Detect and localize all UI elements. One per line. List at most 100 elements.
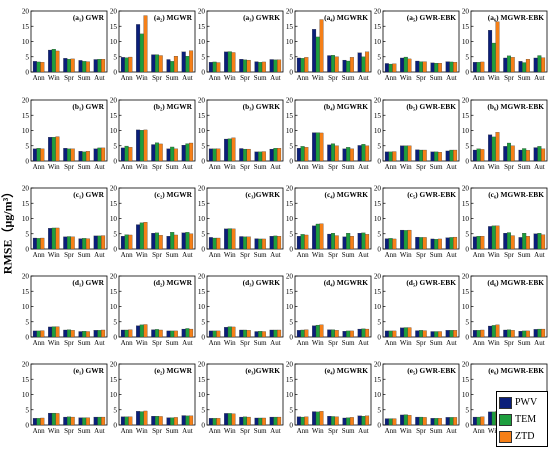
bar-ztd-sum	[85, 238, 90, 250]
y-tick-label: 15	[198, 23, 206, 31]
bar-tem-ann	[476, 62, 481, 73]
x-tick-label: Win	[224, 251, 236, 259]
bar-tem-spr	[331, 143, 335, 162]
y-tick-label: 15	[374, 200, 382, 208]
bar-tem-ann	[36, 61, 41, 73]
bar-pwv-win	[312, 29, 317, 73]
panel-title: (b₄) MGWRK	[324, 102, 369, 111]
bar-tem-win	[315, 324, 320, 338]
bar-ztd-ann	[40, 148, 45, 162]
bar-pwv-sum	[166, 59, 171, 73]
x-tick-label: Win	[400, 163, 412, 171]
panel-e3: 0 5 10 15 20 Ann Win Spr Sum Aut (e₃)GWRK	[198, 361, 284, 435]
bar-tem-ann	[36, 238, 41, 250]
bar-ztd-win	[495, 324, 500, 338]
bar-ztd-spr	[422, 417, 427, 426]
bar-ztd-ann	[480, 329, 485, 338]
bar-ztd-win	[231, 228, 236, 250]
y-tick-label: 20	[22, 8, 30, 16]
x-tick-label: Win	[136, 339, 148, 347]
bar-tem-aut	[449, 330, 454, 338]
bar-pwv-spr	[503, 57, 508, 73]
bar-ztd-aut	[277, 329, 282, 338]
panel-title: (e₁) GWR	[73, 366, 104, 375]
x-tick-label: Aut	[358, 74, 369, 82]
bar-tem-sum	[346, 417, 351, 426]
bar-tem-spr	[507, 142, 511, 162]
y-tick-label: 5	[465, 53, 469, 61]
bar-ztd-win	[495, 21, 500, 73]
x-tick-label: Spr	[152, 427, 162, 435]
y-tick-label: 5	[201, 230, 205, 238]
bar-pwv-aut	[181, 415, 186, 426]
bar-pwv-aut	[357, 415, 362, 426]
bar-pwv-spr	[415, 416, 420, 426]
y-tick-label: 10	[110, 391, 118, 399]
x-tick-label: Sum	[518, 251, 531, 259]
x-tick-label: Spr	[240, 339, 250, 347]
y-tick-label: 15	[374, 288, 382, 296]
bar-pwv-aut	[445, 61, 450, 73]
bar-ztd-spr	[70, 148, 75, 162]
y-tick-label: 0	[465, 246, 469, 254]
bar-ztd-aut	[453, 330, 458, 338]
bar-ztd-spr	[158, 329, 163, 338]
y-tick-label: 0	[201, 246, 205, 254]
legend-label-pwv: PWV	[515, 397, 538, 408]
y-tick-label: 0	[201, 69, 205, 77]
bar-ztd-win	[55, 413, 60, 426]
bar-tem-aut	[273, 235, 278, 250]
x-tick-label: Spr	[416, 163, 426, 171]
y-tick-label: 10	[22, 127, 30, 135]
y-tick-label: 0	[201, 334, 205, 342]
bar-pwv-sum	[342, 417, 347, 426]
y-tick-label: 5	[289, 142, 293, 150]
y-tick-label: 15	[462, 376, 470, 384]
x-tick-label: Ann	[209, 163, 222, 171]
panel-title: (d₆) MGWR-EBK	[487, 278, 544, 287]
y-tick-label: 10	[198, 38, 206, 46]
bar-ztd-sum	[437, 238, 442, 250]
bar-ztd-sum	[261, 331, 266, 338]
x-tick-label: Aut	[446, 339, 457, 347]
bar-tem-spr	[155, 54, 159, 73]
panel-title: (d₂) MGWR	[153, 278, 192, 287]
y-tick-label: 0	[289, 422, 293, 430]
y-tick-label: 15	[110, 200, 118, 208]
y-tick-label: 0	[289, 69, 293, 77]
panel-b5: 0 5 10 15 20 Ann Win Spr Sum Aut (b₅) GWR-EBK	[374, 97, 460, 171]
bar-ztd-sum	[349, 330, 354, 338]
y-tick-label: 10	[110, 127, 118, 135]
bar-tem-sum	[170, 146, 175, 162]
bar-pwv-win	[224, 51, 229, 73]
x-tick-label: Spr	[64, 427, 74, 435]
bar-pwv-spr	[415, 236, 420, 250]
bar-pwv-aut	[181, 328, 186, 338]
bar-ztd-win	[319, 411, 324, 426]
y-tick-label: 15	[22, 112, 30, 120]
bar-pwv-ann	[208, 148, 213, 162]
y-tick-label: 15	[110, 376, 118, 384]
bar-pwv-spr	[63, 58, 68, 73]
bar-ztd-ann	[480, 149, 485, 162]
bar-tem-win	[491, 225, 496, 250]
y-tick-label: 20	[374, 273, 382, 281]
y-tick-label: 5	[377, 318, 381, 326]
bar-ztd-win	[231, 326, 236, 338]
bar-pwv-spr	[151, 144, 156, 162]
x-tick-label: Spr	[64, 339, 74, 347]
y-tick-label: 10	[198, 303, 206, 311]
bar-ztd-ann	[216, 237, 221, 250]
y-tick-label: 0	[289, 246, 293, 254]
bar-ztd-ann	[392, 418, 397, 426]
bar-pwv-aut	[533, 147, 538, 162]
bar-pwv-spr	[63, 236, 68, 250]
bar-ztd-ann	[304, 234, 309, 250]
bar-ztd-ann	[216, 418, 221, 426]
bar-ztd-win	[143, 410, 148, 426]
bar-ztd-spr	[334, 145, 339, 162]
y-tick-label: 0	[377, 422, 381, 430]
bar-pwv-aut	[181, 232, 186, 250]
y-tick-label: 5	[377, 230, 381, 238]
panel-title: (d₄) MGWRK	[324, 278, 369, 287]
